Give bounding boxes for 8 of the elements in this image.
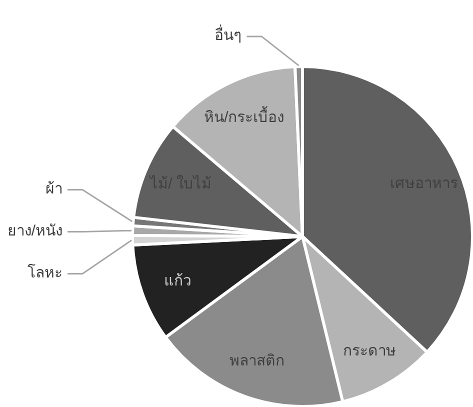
slice-label: ยาง/หนัง <box>7 222 63 240</box>
slice-label: หิน/กระเบื้อง <box>204 106 284 126</box>
slice-label: ผ้า <box>46 180 62 198</box>
slice-label: กระดาษ <box>343 342 396 360</box>
slice-label: พลาสติก <box>230 352 285 370</box>
slice-label: แก้ว <box>164 272 192 290</box>
slice-label: โลหะ <box>28 263 62 282</box>
slice-label: อื่นๆ <box>214 24 242 44</box>
